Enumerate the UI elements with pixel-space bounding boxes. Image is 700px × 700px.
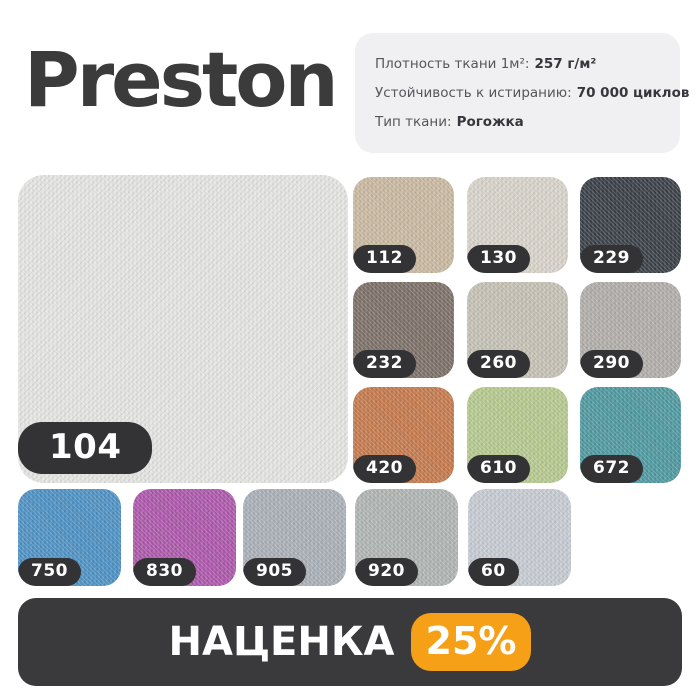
fabric-swatch-229: 229 — [580, 177, 681, 273]
fabric-swatch-420: 420 — [353, 387, 454, 483]
swatch-code-badge: 112 — [353, 245, 416, 273]
spec-abrasion-label: Устойчивость к истиранию: — [375, 85, 572, 101]
fabric-swatch-290: 290 — [580, 282, 681, 378]
swatch-code-badge: 420 — [353, 455, 416, 483]
spec-density-value: 257 г/м² — [534, 56, 597, 72]
fabric-swatch-750: 750 — [18, 489, 121, 586]
swatch-code-badge: 905 — [243, 558, 306, 586]
markup-percent-badge: 25% — [410, 613, 532, 671]
fabric-specs-panel: Плотность ткани 1м²: 257 г/м² Устойчивос… — [355, 33, 689, 153]
spec-density-label: Плотность ткани 1м²: — [375, 56, 530, 72]
fabric-swatch-260: 260 — [467, 282, 568, 378]
fabric-swatch-610: 610 — [467, 387, 568, 483]
swatch-code-badge: 672 — [580, 455, 643, 483]
swatch-code-badge: 830 — [133, 558, 196, 586]
page-title: Preston — [24, 35, 339, 124]
swatch-code-badge: 750 — [18, 558, 81, 586]
spec-density: Плотность ткани 1м²: 257 г/м² — [375, 56, 660, 72]
spec-fabric-type-label: Тип ткани: — [375, 114, 452, 130]
swatch-code-badge: 130 — [467, 245, 530, 273]
spec-abrasion-value: 70 000 циклов — [576, 85, 690, 101]
spec-fabric-type: Тип ткани: Рогожка — [375, 114, 660, 130]
fabric-swatch-130: 130 — [467, 177, 568, 273]
swatch-code-badge: 610 — [467, 455, 530, 483]
fabric-swatch-60: 60 — [468, 489, 571, 586]
main-fabric-swatch: 104 — [18, 175, 348, 483]
spec-fabric-type-value: Рогожка — [456, 114, 524, 130]
fabric-swatch-830: 830 — [133, 489, 236, 586]
swatch-code-badge: 60 — [468, 558, 519, 586]
main-swatch-code-badge: 104 — [18, 422, 153, 474]
fabric-swatch-905: 905 — [243, 489, 346, 586]
swatch-code-badge: 920 — [355, 558, 418, 586]
fabric-swatch-232: 232 — [353, 282, 454, 378]
fabric-swatch-672: 672 — [580, 387, 681, 483]
markup-bar: НАЦЕНКА 25% — [18, 598, 682, 686]
fabric-swatch-920: 920 — [355, 489, 458, 586]
swatch-code-badge: 290 — [580, 350, 643, 378]
swatch-code-badge: 229 — [580, 245, 643, 273]
spec-abrasion: Устойчивость к истиранию: 70 000 циклов — [375, 85, 689, 101]
swatch-code-badge: 232 — [353, 350, 416, 378]
fabric-swatch-112: 112 — [353, 177, 454, 273]
swatch-code-badge: 260 — [467, 350, 530, 378]
markup-label: НАЦЕНКА — [168, 619, 395, 665]
